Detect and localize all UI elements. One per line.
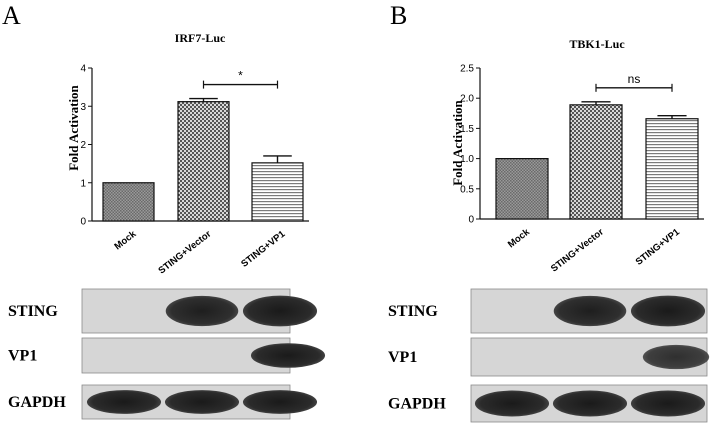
panel-b: B TBK1-Luc Fold Activation 0 0.5 1.0 1.5 2.0… [388, 1, 710, 423]
x-tick-label: STING+Vector [549, 227, 606, 275]
y-tick-label: 2 [80, 140, 86, 151]
blot-band [474, 390, 550, 417]
y-tick-label: 1.5 [460, 124, 474, 135]
blot-band [86, 390, 162, 414]
blot-row-label: STING [8, 303, 58, 320]
blot-row-label: GAPDH [8, 394, 66, 411]
western-blot: STING VP1 GAPDH [8, 288, 326, 420]
y-tick-label: 2.5 [460, 64, 474, 75]
x-tick-label: STING+Vector [156, 229, 213, 277]
bar [495, 158, 549, 220]
blot-band [242, 295, 318, 327]
panel-letter: A [2, 1, 21, 30]
bar [569, 104, 623, 220]
western-blot: STING VP1 GAPDH [388, 288, 710, 423]
x-tick-label: STING+VP1 [239, 228, 288, 269]
panel-letter: B [390, 1, 407, 30]
blot-band [630, 390, 706, 417]
y-tick-label: 1.0 [460, 154, 474, 165]
blot-band [553, 295, 627, 327]
y-tick-label: 3 [80, 102, 86, 113]
bar [251, 162, 304, 222]
blot-band [165, 295, 239, 327]
blot-band [552, 390, 628, 417]
y-tick-label: 4 [80, 64, 86, 75]
blot-row: GAPDH [8, 384, 318, 420]
y-tick-label: 0 [80, 217, 86, 228]
blot-row: VP1 [8, 337, 326, 374]
blot-row: GAPDH [388, 384, 708, 423]
significance-label: ns [628, 72, 641, 86]
x-tick-label: Mock [112, 228, 138, 252]
bar [102, 182, 155, 222]
y-tick-label: 0.5 [460, 184, 474, 195]
bar [177, 101, 230, 222]
blot-band [164, 390, 240, 414]
blot-row: VP1 [388, 337, 710, 377]
blot-band [642, 344, 710, 370]
blot-row-label: STING [388, 303, 438, 320]
chart-title: IRF7-Luc [175, 31, 226, 45]
blot-row: STING [388, 288, 708, 334]
y-tick-label: 0 [468, 215, 474, 226]
blot-band [250, 343, 326, 368]
blot-band [242, 390, 318, 414]
x-tick-label: STING+VP1 [634, 226, 683, 267]
panel-a: A IRF7-Luc Fold Activation 0 1 2 3 4 Mock STI… [2, 1, 326, 420]
bars: Mock STING+Vector STING+VP1 ns [495, 72, 699, 275]
y-axis-label: Fold Activation [450, 99, 465, 185]
blot-row-label: GAPDH [388, 396, 446, 413]
blot-band [630, 295, 706, 327]
y-axis-label: Fold Activation [66, 84, 81, 170]
blot-row: STING [8, 288, 318, 334]
blot-row-label: VP1 [8, 348, 37, 365]
x-tick-label: Mock [506, 226, 532, 250]
significance-label: * [238, 69, 243, 83]
blot-row-label: VP1 [388, 349, 417, 366]
y-tick-label: 2.0 [460, 94, 474, 105]
y-tick-label: 1 [80, 178, 86, 189]
bars: Mock STING+Vector STING+VP1 * [102, 69, 304, 277]
chart-title: TBK1-Luc [569, 37, 625, 51]
bar [645, 118, 699, 220]
